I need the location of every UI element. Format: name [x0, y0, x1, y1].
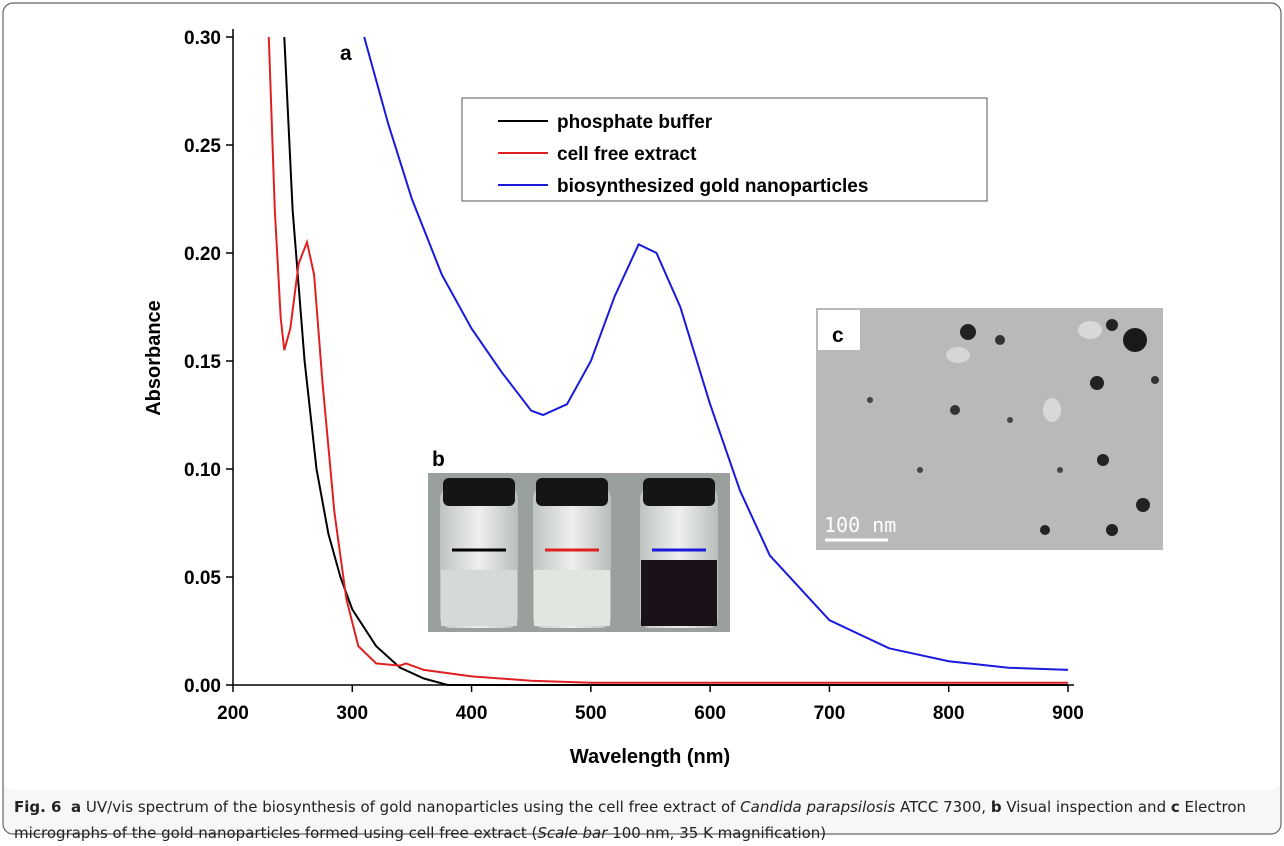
y-tick-label: 0.10 [184, 460, 221, 481]
caption-text: UV/vis spectrum of the biosynthesis of g… [81, 798, 741, 816]
caption-text: Candida parapsilosis [740, 798, 896, 816]
caption-text: Scale bar [537, 824, 608, 842]
x-tick-label: 600 [694, 703, 726, 724]
x-axis-label: Wavelength (nm) [570, 746, 730, 768]
legend-box [461, 97, 988, 202]
caption-text [61, 798, 71, 816]
y-tick-label: 0.05 [184, 568, 221, 589]
x-tick-label: 800 [933, 703, 965, 724]
caption-text: a [71, 798, 82, 816]
scale-bar-label: 100 nm [824, 513, 896, 537]
y-tick-label: 0.25 [184, 136, 221, 157]
x-tick-label: 200 [217, 703, 249, 724]
caption-text: c [1170, 798, 1180, 816]
y-tick-label: 0.30 [184, 28, 221, 49]
data-line [283, 36, 1068, 686]
inset-label: c [832, 324, 844, 347]
data-line [267, 36, 1068, 684]
x-tick-label: 300 [336, 703, 368, 724]
caption-text: Fig. 6 [14, 798, 62, 816]
legend: phosphate buffer cell free extract biosynt… [461, 97, 988, 202]
vial-photo [428, 473, 730, 632]
data-line [363, 36, 1069, 671]
caption-text: 100 nm, 35 K magnification) [607, 824, 827, 842]
y-tick-label: 0.20 [184, 244, 221, 265]
figure-caption: Fig. 6 a UV/vis spectrum of the biosynth… [14, 794, 1274, 846]
micrograph [816, 308, 1163, 550]
legend-label: phosphate buffer [557, 112, 713, 133]
inset-label: b [432, 448, 445, 471]
y-tick-label: 0.15 [184, 352, 221, 373]
caption-text: b [990, 798, 1002, 816]
y-tick-label: 0.00 [184, 676, 221, 697]
x-tick-label: 400 [456, 703, 488, 724]
panel-label: a [340, 42, 352, 65]
legend-label: biosynthesized gold nanoparticles [557, 176, 868, 197]
x-tick-label: 900 [1052, 703, 1084, 724]
x-tick-label: 700 [814, 703, 846, 724]
caption-text: ATCC 7300, [895, 798, 991, 816]
y-axis-label: Absorbance [143, 300, 165, 416]
x-tick-label: 500 [575, 703, 607, 724]
caption-text: Visual inspection and [1001, 798, 1171, 816]
legend-label: cell free extract [557, 144, 697, 165]
